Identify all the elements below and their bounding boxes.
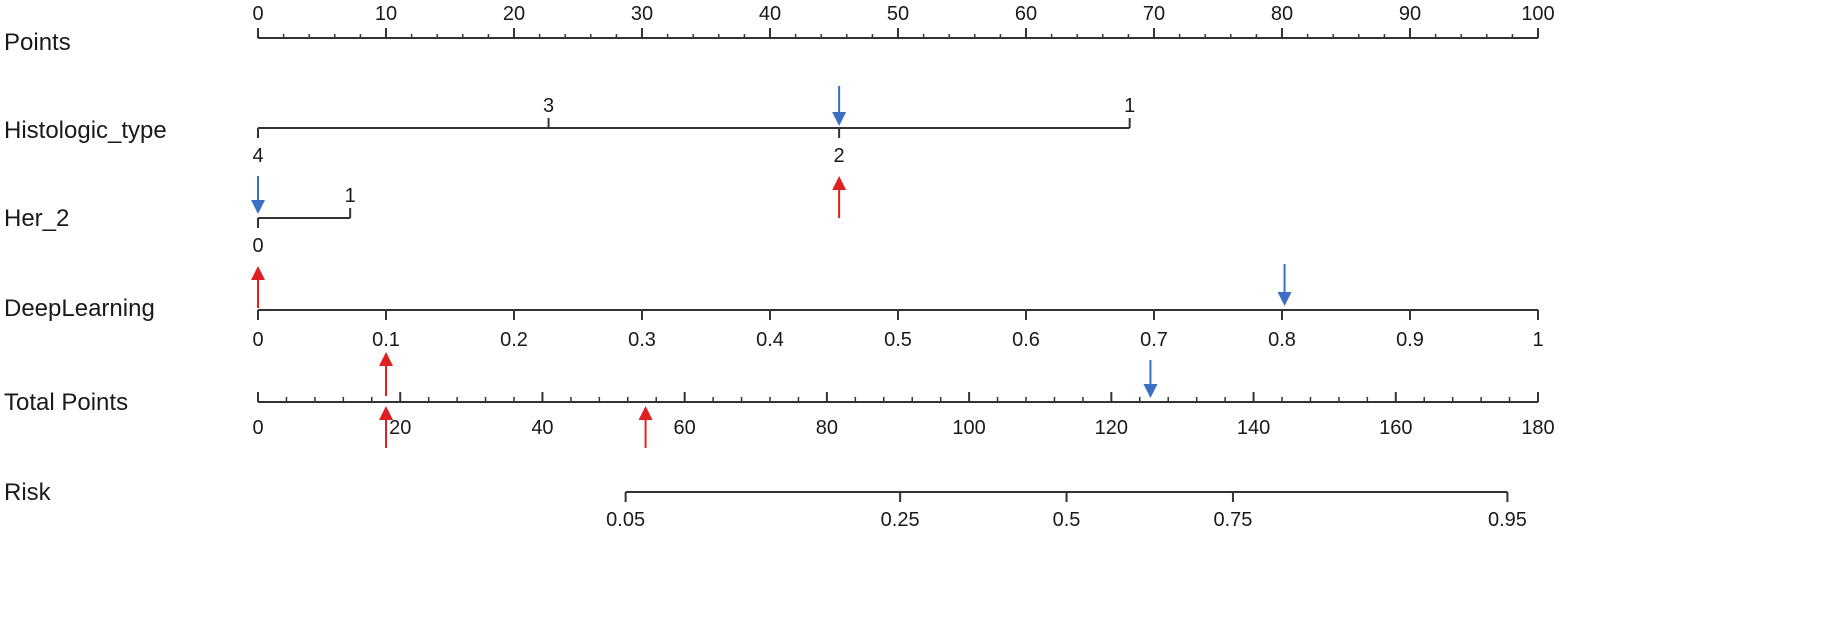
marker-head [1143,384,1158,398]
scale-label-points: Points [4,29,71,56]
marker-head [832,112,847,126]
tick-label-total-points: 0 [252,417,263,439]
marker-head [379,406,393,420]
blue-marker-arrow [1143,360,1158,398]
category-label-histologic-type: 1 [1124,95,1135,117]
red-marker-arrow [638,406,653,448]
tick-label-deeplearning: 0.3 [628,329,656,351]
blue-marker-arrow [1277,264,1292,306]
tick-label-deeplearning: 0.9 [1396,329,1424,351]
red-marker-arrow [379,406,393,448]
tick-label-deeplearning: 0.7 [1140,329,1168,351]
scale-label-deeplearning: DeepLearning [4,295,155,322]
tick-label-points: 60 [1015,3,1037,25]
category-label-her-2: 1 [345,185,356,207]
red-marker-arrow [251,266,265,308]
tick-label-total-points: 80 [816,417,838,439]
tick-label-total-points: 40 [531,417,553,439]
tick-label-total-points: 20 [389,417,411,439]
tick-label-points: 20 [503,3,525,25]
tick-label-deeplearning: 0.8 [1268,329,1296,351]
tick-label-points: 30 [631,3,653,25]
tick-label-total-points: 120 [1095,417,1128,439]
marker-head [1277,292,1292,306]
tick-label-total-points: 140 [1237,417,1270,439]
marker-head [251,266,265,280]
tick-label-deeplearning: 0 [252,329,263,351]
scale-label-histologic-type: Histologic_type [4,117,167,144]
tick-label-points: 90 [1399,3,1421,25]
marker-head [251,200,265,214]
tick-label-risk: 0.95 [1488,509,1527,531]
blue-marker-arrow [832,86,847,126]
red-marker-arrow [832,176,847,218]
scale-label-total-points: Total Points [4,389,128,416]
tick-label-points: 70 [1143,3,1165,25]
tick-label-risk: 0.5 [1053,509,1081,531]
category-label-histologic-type: 2 [834,145,845,167]
tick-label-total-points: 60 [674,417,696,439]
tick-label-deeplearning: 0.1 [372,329,400,351]
scale-label-risk: Risk [4,479,52,506]
tick-label-points: 50 [887,3,909,25]
tick-label-deeplearning: 0.2 [500,329,528,351]
markers [251,86,1292,448]
tick-label-points: 0 [252,3,263,25]
tick-label-deeplearning: 1 [1532,329,1543,351]
tick-label-total-points: 160 [1379,417,1412,439]
marker-head [379,352,393,366]
red-marker-arrow [379,352,393,396]
category-label-histologic-type: 3 [543,95,554,117]
category-label-her-2: 0 [252,235,263,257]
tick-label-points: 40 [759,3,781,25]
tick-label-risk: 0.05 [606,509,645,531]
tick-label-risk: 0.75 [1213,509,1252,531]
tick-label-deeplearning: 0.5 [884,329,912,351]
tick-label-total-points: 100 [952,417,985,439]
tick-label-total-points: 180 [1521,417,1554,439]
tick-label-points: 80 [1271,3,1293,25]
tick-label-deeplearning: 0.6 [1012,329,1040,351]
tick-label-points: 100 [1521,3,1554,25]
scale-labels: Points Histologic_type Her_2 DeepLearning To… [4,29,167,506]
tick-label-risk: 0.25 [881,509,920,531]
marker-head [638,406,653,420]
tick-label-deeplearning: 0.4 [756,329,784,351]
tick-label-points: 10 [375,3,397,25]
marker-head [832,176,847,190]
category-label-histologic-type: 4 [252,145,263,167]
scale-label-her-2: Her_2 [4,205,69,232]
blue-marker-arrow [251,176,265,214]
